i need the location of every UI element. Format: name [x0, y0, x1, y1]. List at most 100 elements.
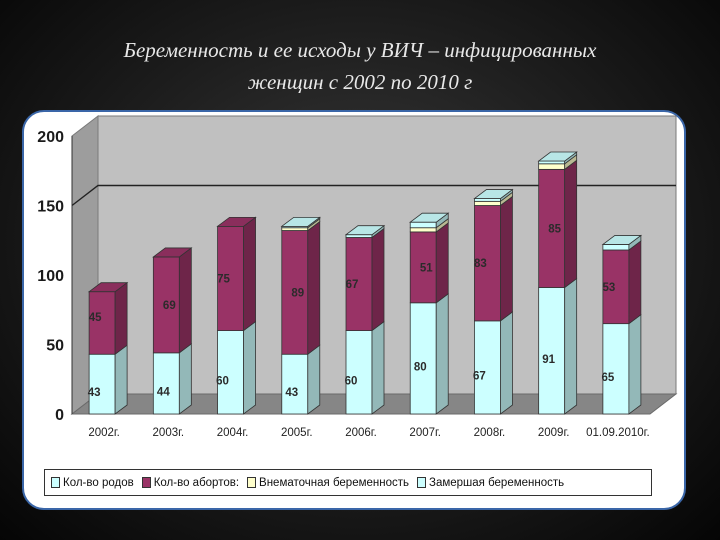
bar-front: [474, 320, 501, 415]
bar-front: [474, 198, 501, 202]
data-label: 60: [216, 375, 229, 387]
bar-segment: [538, 159, 578, 289]
bar-segment: [409, 222, 449, 304]
bar-side: [307, 344, 321, 415]
bar-side: [114, 344, 128, 415]
legend-swatch: [141, 477, 151, 488]
legend-item-abortions: Кол-во абортов:: [141, 476, 240, 489]
x-tick-label: 2004г.: [217, 427, 249, 439]
bar-side: [178, 343, 192, 415]
bar-front: [538, 287, 566, 415]
data-label: 53: [602, 282, 615, 294]
bar-front: [538, 163, 566, 170]
y-tick-label: 0: [55, 407, 64, 424]
y-tick-label: 50: [46, 338, 64, 355]
bar-front: [88, 291, 116, 355]
data-label: 65: [601, 372, 614, 384]
bar-front: [409, 231, 437, 304]
bar-side: [114, 281, 128, 356]
bar-segment: [152, 247, 192, 354]
bar-front: [602, 323, 630, 415]
legend-label: Замершая беременность: [429, 476, 565, 489]
x-tick-label: 2003г.: [153, 427, 185, 439]
bar-segment: [88, 281, 128, 356]
bar-side: [435, 222, 449, 304]
x-tick-label: 01.09.2010г.: [586, 427, 650, 439]
bar-segment: [217, 320, 256, 415]
data-label: 69: [163, 300, 176, 312]
x-tick-label: 2005г.: [281, 427, 313, 439]
bar-side: [564, 277, 578, 415]
bar-side: [243, 320, 256, 415]
gridline: [71, 184, 676, 207]
bar-side: [371, 227, 385, 332]
bar-segment: [345, 227, 385, 332]
bar-top: [601, 235, 643, 245]
bar-front: [409, 302, 437, 415]
bar-side: [628, 240, 642, 325]
slide-title-line-2: женщин с 2002 по 2010 г: [247, 70, 473, 94]
data-label: 67: [473, 370, 486, 382]
bar-side: [564, 159, 578, 289]
data-label: 45: [89, 312, 102, 324]
legend-item-missed: Замершая беременность: [417, 477, 564, 489]
legend-item-ectopic: Внематочная беременность: [247, 477, 409, 489]
x-axis: 2002г. 2003г. 2004г. 2005г. 2006г. 2007г. 2008…: [88, 427, 649, 439]
bar-segment: [152, 343, 192, 415]
bar-front: [602, 244, 630, 251]
bar-segment: [538, 277, 578, 415]
bar-front: [538, 160, 566, 165]
y-axis: 0 50 100 150 200: [37, 129, 73, 424]
x-tick-label: 2009г.: [538, 427, 570, 439]
bar-front: [538, 168, 566, 288]
bar-segment: [281, 344, 321, 415]
bar-segment: [88, 344, 128, 415]
bar-segment: [345, 320, 385, 415]
bar-side: [243, 216, 256, 332]
bar-front: [345, 330, 373, 415]
data-label: 80: [414, 361, 427, 373]
bar-segment: [474, 311, 513, 415]
bar-side: [500, 195, 513, 322]
legend-swatch: [247, 477, 257, 488]
bar-front: [409, 221, 437, 229]
data-labels: 43 45 44 69 60 75 43 89 60 67 80 51 67 83 91 85 65 53: [88, 223, 616, 399]
y-tick-label: 200: [37, 129, 64, 146]
legend: Кол-во родов Кол-во абортов: Внематочная…: [44, 469, 652, 496]
legend-swatch: [417, 477, 426, 488]
legend-item-births: Кол-во родов: [51, 477, 134, 489]
bar-top: [344, 225, 386, 236]
y-tick-label: 150: [37, 199, 64, 216]
bar-side: [500, 311, 513, 415]
bar-top: [152, 247, 193, 258]
legend-label: Кол-во абортов:: [153, 476, 240, 489]
bar-side: [435, 292, 449, 415]
data-label: 43: [88, 387, 101, 399]
bar-front: [217, 330, 244, 415]
bar-front: [88, 353, 116, 415]
bar-top: [87, 282, 129, 293]
slide-title-line-1: Беременность и ее исходы у ВИЧ – инфицир…: [123, 38, 597, 62]
slide-title: Беременность и ее исходы у ВИЧ – инфицир…: [40, 34, 680, 98]
bar-front: [281, 230, 309, 355]
data-label: 60: [345, 375, 358, 387]
bar-segment: [409, 212, 449, 229]
bar-front: [281, 227, 309, 231]
data-label: 85: [548, 223, 561, 235]
bar-front: [281, 353, 309, 415]
data-label: 51: [420, 262, 433, 274]
x-tick-label: 2008г.: [474, 427, 506, 439]
bar-side: [307, 220, 321, 356]
bar-segment: [409, 292, 449, 415]
bar-side: [628, 313, 642, 415]
y-tick-label: 100: [37, 268, 64, 285]
x-tick-label: 2006г.: [345, 427, 377, 439]
data-label: 43: [285, 387, 298, 399]
data-label: 75: [217, 273, 230, 285]
x-tick-label: 2007г.: [409, 427, 441, 439]
bar-segment: [474, 195, 513, 322]
bar-front: [345, 234, 373, 238]
legend-swatch: [51, 477, 60, 488]
data-label: 67: [346, 279, 359, 291]
x-tick-label: 2002г.: [88, 427, 120, 439]
